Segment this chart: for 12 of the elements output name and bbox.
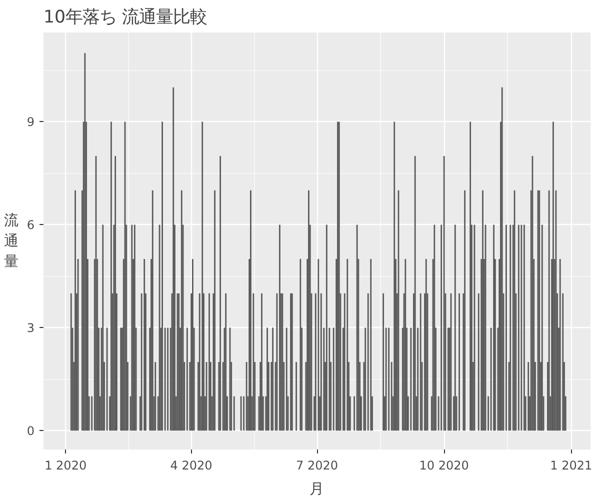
x-tick-label: 7 2020 [296, 458, 338, 472]
x-tick-label: 10 2020 [419, 458, 469, 472]
x-axis-title: 月 [310, 480, 324, 498]
y-tick-label: 9 [26, 115, 35, 130]
chart-title: 10年落ち 流通量比較 [44, 8, 208, 28]
x-tick-label: 1 2021 [550, 458, 592, 472]
x-tick-label: 1 2020 [44, 458, 87, 472]
y-tick-label: 6 [26, 218, 35, 232]
y-tick-label: 3 [26, 321, 35, 336]
y-axis-title: 流通量 [4, 212, 19, 270]
y-tick-label: 0 [26, 424, 35, 438]
x-tick-label: 4 2020 [170, 458, 212, 472]
